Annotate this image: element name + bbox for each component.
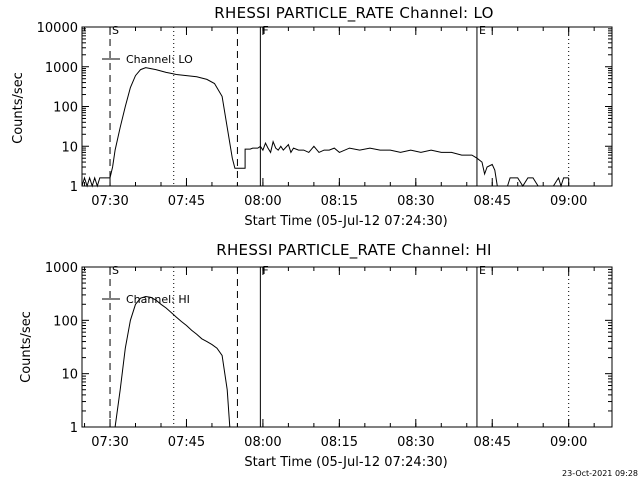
y-tick-label: 1 [70,421,78,436]
plot-frame [81,26,613,187]
x-tick-label: 07:30 [91,194,128,209]
y-tick-label: 10 [61,368,78,383]
y-tick-label: 10000 [37,21,78,36]
legend-label-lo: Channel: LO [126,53,193,66]
y-axis-label-hi: Counts/sec [19,311,34,383]
x-tick-label: 08:30 [397,194,434,209]
legend-lo: Channel: LO [102,53,193,66]
y-tick-label: 1 [70,180,78,195]
marker-label: F [262,264,268,277]
marker-label: S [112,264,119,277]
x-tick-label: 08:45 [474,194,511,209]
y-tick-label: 1000 [45,261,78,276]
x-tick-label: 09:00 [550,435,587,450]
x-tick-label: 09:00 [550,194,587,209]
legend-hi: Channel: HI [102,293,190,306]
marker-label: S [112,24,119,37]
y-axis-label-lo: Counts/sec [11,72,26,144]
x-tick-label: 08:00 [244,194,281,209]
x-tick-label: 08:30 [397,435,434,450]
x-axis-label-lo: Start Time (05-Jul-12 07:24:30) [244,214,447,229]
series-line [81,67,569,188]
series-line [114,295,231,428]
x-tick-label: 07:45 [168,194,205,209]
chart-title-hi: RHESSI PARTICLE_RATE Channel: HI [216,241,492,260]
panel-lo-channel: RHESSI PARTICLE_RATE Channel: LO Counts/… [11,4,613,229]
y-tick-label: 1000 [45,61,78,76]
panel-hi-channel: RHESSI PARTICLE_RATE Channel: HI Counts/… [19,241,613,470]
x-tick-label: 08:45 [474,435,511,450]
y-tick-label: 100 [53,314,78,329]
marker-label: F [262,24,268,37]
x-tick-label: 07:30 [91,435,128,450]
x-tick-label: 08:15 [321,435,358,450]
chart-title-lo: RHESSI PARTICLE_RATE Channel: LO [214,4,493,23]
x-tick-label: 08:00 [244,435,281,450]
legend-label-hi: Channel: HI [126,293,190,306]
x-tick-label: 08:15 [321,194,358,209]
x-tick-label: 07:45 [168,435,205,450]
y-tick-label: 10 [61,140,78,155]
marker-label: E [479,264,486,277]
plot-frame [81,266,613,428]
x-axis-label-hi: Start Time (05-Jul-12 07:24:30) [244,455,447,470]
marker-label: E [479,24,486,37]
y-tick-label: 100 [53,101,78,116]
footer-timestamp: 23-Oct-2021 09:28 [562,469,638,478]
